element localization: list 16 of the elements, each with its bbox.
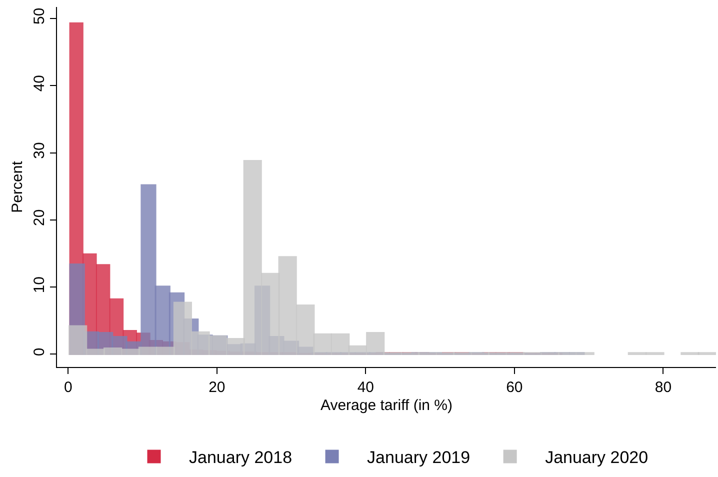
x-tick-label: 80 bbox=[654, 379, 672, 396]
legend-label: January 2020 bbox=[545, 448, 648, 468]
x-tick-label: 0 bbox=[64, 379, 72, 396]
x-tick-label: 40 bbox=[357, 379, 374, 396]
y-tick-label: 20 bbox=[30, 209, 48, 226]
legend-label: January 2019 bbox=[367, 448, 470, 468]
y-tick-label: 10 bbox=[30, 276, 48, 294]
y-tick-label: 0 bbox=[30, 348, 48, 356]
legend-label: January 2018 bbox=[189, 448, 292, 468]
y-tick-label: 30 bbox=[30, 142, 48, 159]
x-tick-label: 20 bbox=[208, 379, 226, 396]
y-tick-label: 50 bbox=[30, 8, 48, 25]
x-axis-title: Average tariff (in %) bbox=[320, 397, 453, 414]
y-axis-title: Percent bbox=[9, 160, 26, 213]
x-tick-label: 60 bbox=[506, 379, 523, 396]
y-tick-label: 40 bbox=[30, 74, 48, 92]
